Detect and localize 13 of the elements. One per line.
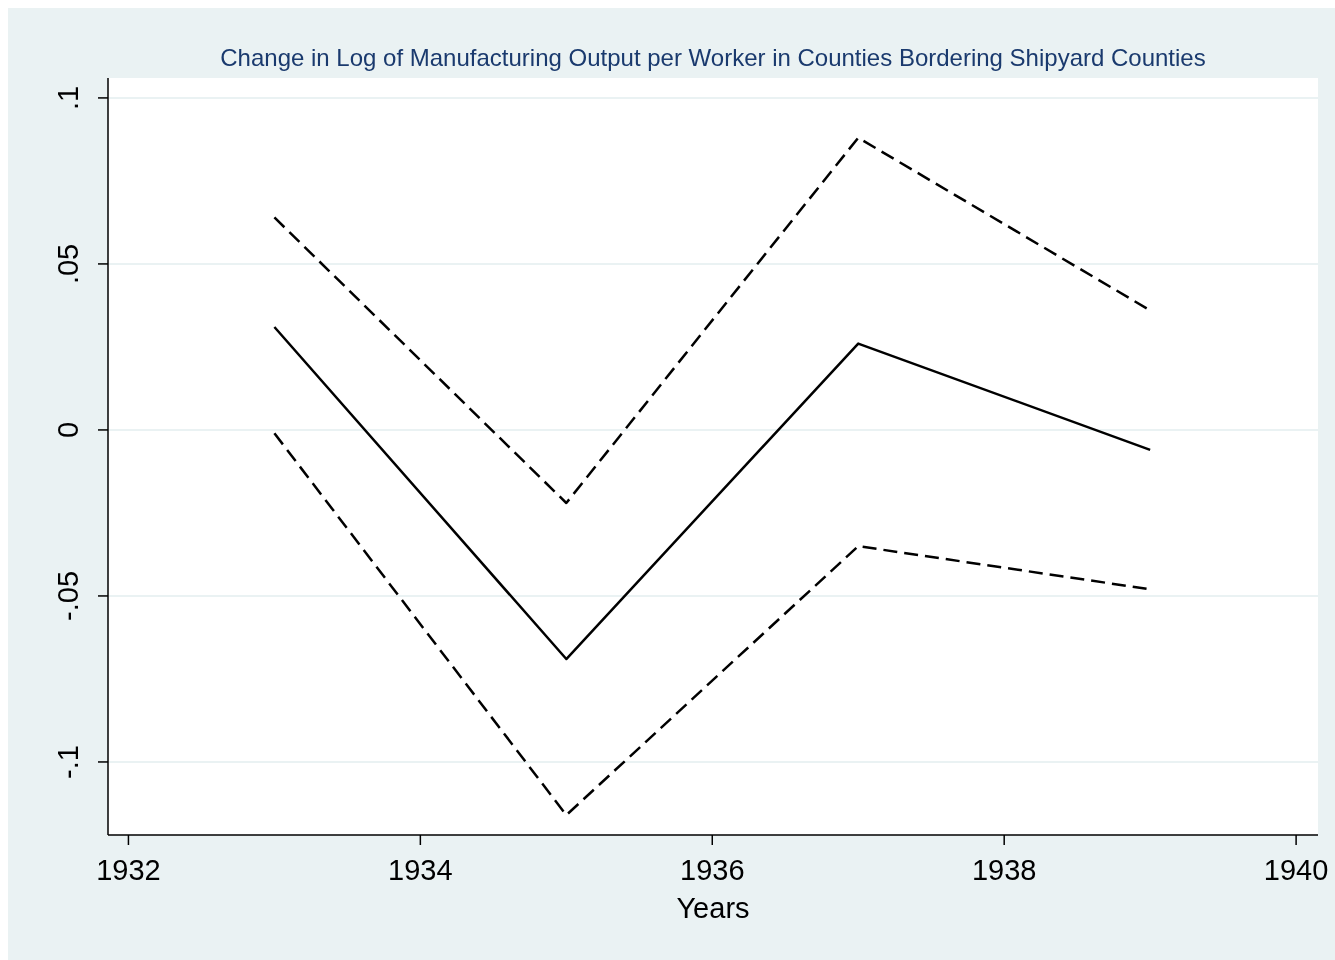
y-tick-label: -.05 [52, 570, 84, 621]
y-tick-label: 0 [52, 421, 84, 439]
line-series [273, 325, 1152, 661]
x-axis-title: Years [676, 892, 750, 924]
chart-title: Change in Log of Manufacturing Output per Worker in Counties Bordering Shipyard Counties [220, 44, 1206, 71]
y-tick-label: .05 [52, 243, 84, 285]
y-tick-label: -.1 [52, 745, 84, 779]
x-tick-label: 1934 [388, 854, 453, 886]
x-tick-label: 1932 [96, 854, 161, 886]
x-tick-label: 1940 [1263, 854, 1329, 886]
y-tick-label: .1 [52, 85, 84, 111]
x-tick-label: 1938 [971, 854, 1037, 886]
x-tick-label: 1936 [680, 854, 745, 886]
